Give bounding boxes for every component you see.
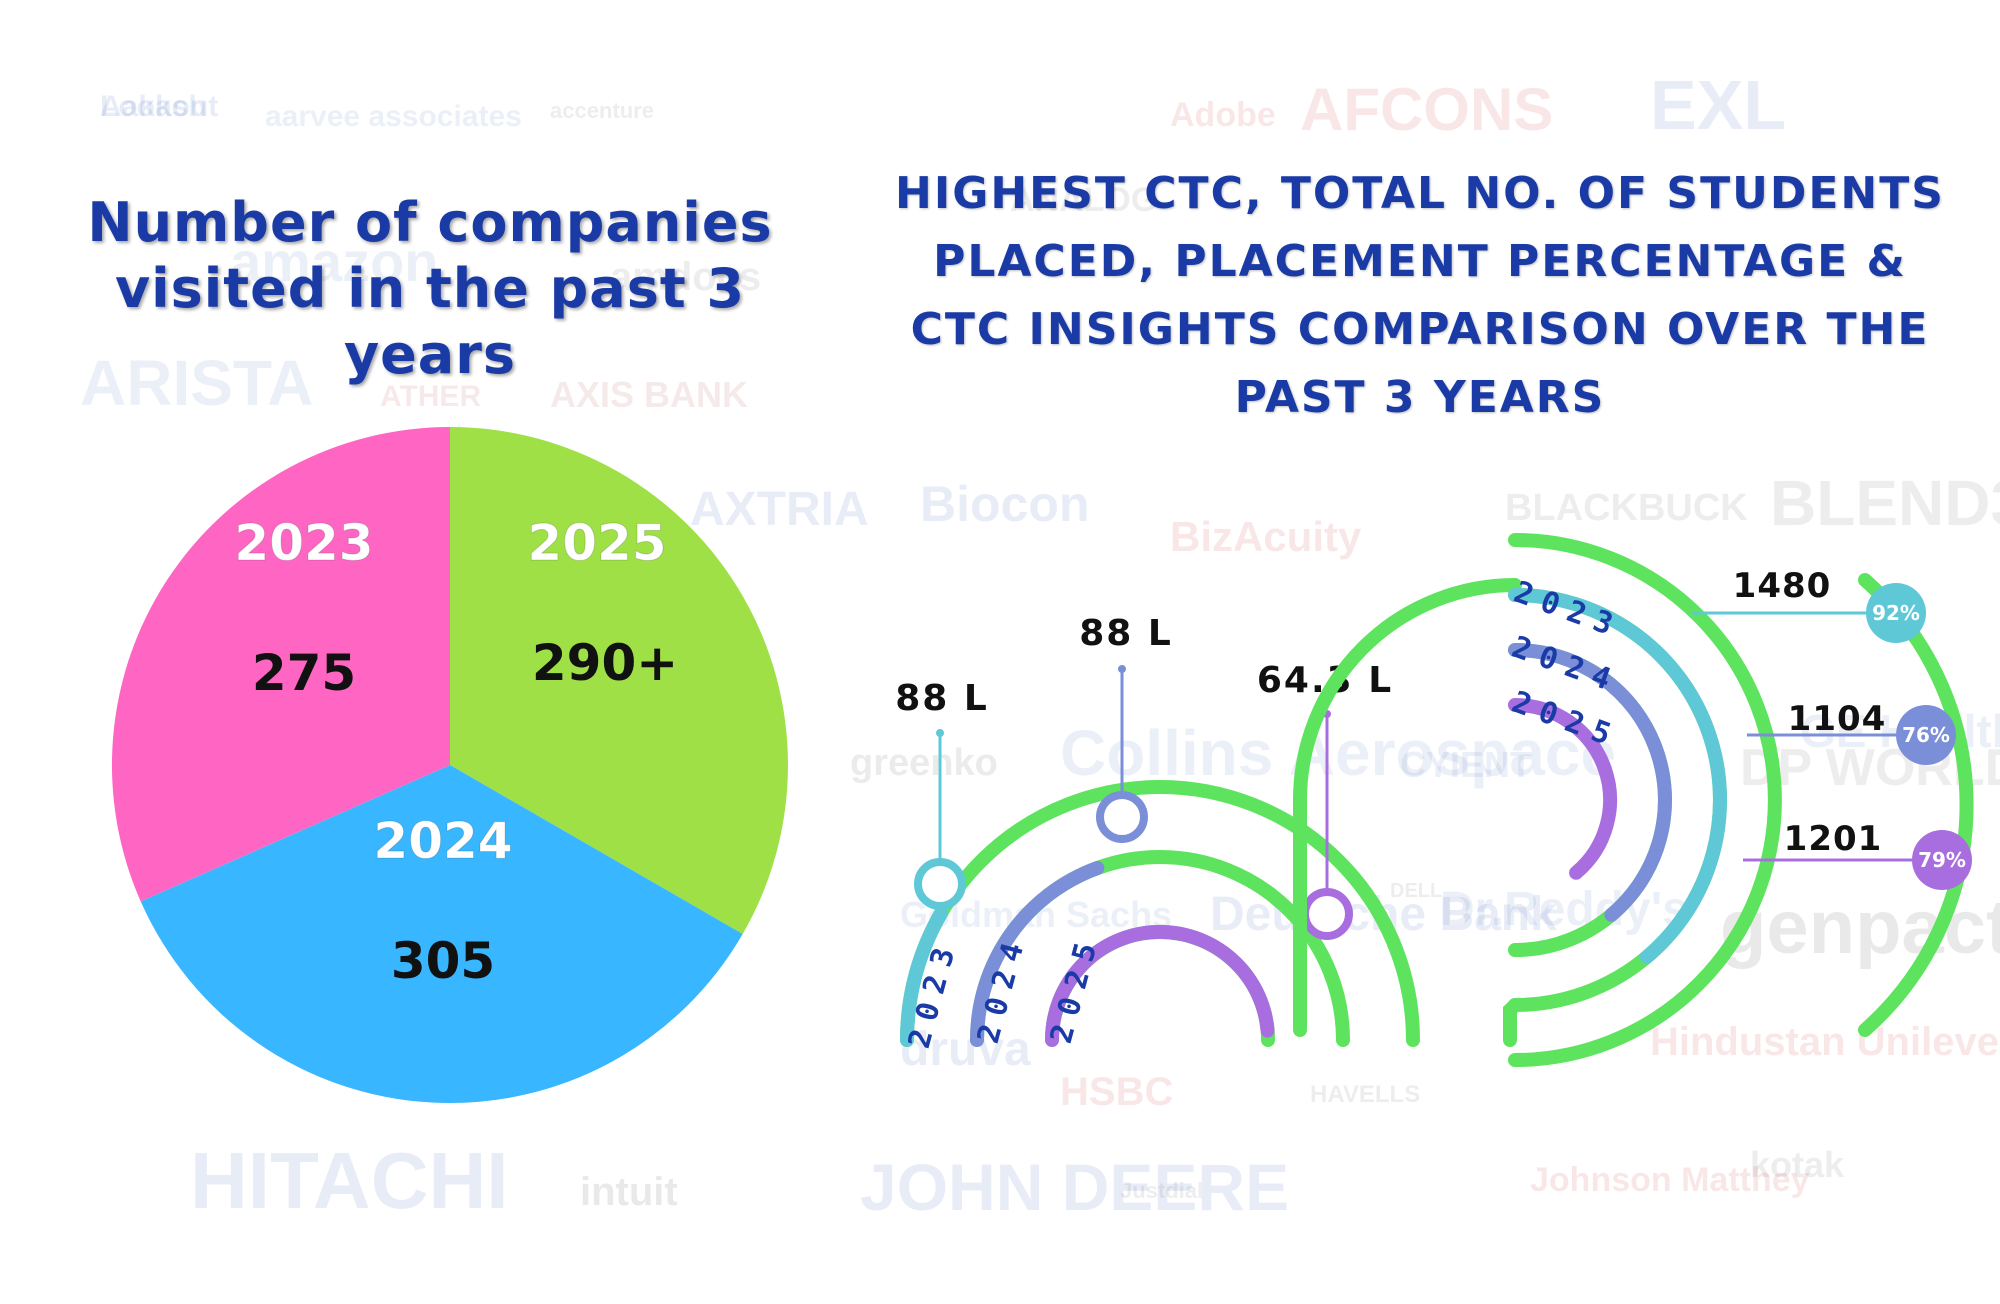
companies-pie-chart: 2023 275 2024 305 2025 290+	[111, 426, 788, 1104]
frame-arc	[1293, 578, 1522, 1037]
background-logo: HITACHI	[190, 1136, 509, 1225]
background-logo: Collins Aerospace	[1060, 717, 1617, 789]
pie-slice-2023	[111, 426, 451, 902]
background-logo: AFCONS	[1300, 76, 1554, 143]
background-logo: Justdial	[1120, 1178, 1204, 1203]
background-logo: BLACKBUCK	[1505, 487, 1748, 529]
pie-chart-title: Number of companies visited in the past …	[87, 191, 773, 386]
placed-arc-2023	[1508, 588, 1727, 964]
arc-chart-title: HIGHEST CTC, TOTAL NO. OF STUDENTS PLACE…	[895, 168, 1945, 423]
background-logo: BizAcuity	[1170, 513, 1362, 560]
ctc-marker-dot	[936, 729, 944, 737]
background-logo: greenko	[850, 742, 998, 784]
students-placed-label: 1480	[1733, 566, 1832, 606]
pie-value-label: 290+	[532, 634, 678, 692]
pie-year-label: 2024	[373, 812, 512, 870]
ctc-arc-2023	[900, 906, 948, 1047]
highest-ctc-label: 88 L	[1079, 613, 1173, 654]
background-logo: EXL	[1650, 66, 1787, 144]
ctc-year-label: 2025	[1044, 930, 1107, 1047]
percentage-label: 76%	[1902, 723, 1950, 747]
placed-arc-2024	[1508, 643, 1672, 922]
frame-arc	[970, 850, 1350, 1047]
background-logo: Biocon	[920, 476, 1090, 532]
percentage-label: 79%	[1918, 848, 1966, 872]
ctc-arc-2025	[1045, 924, 1275, 1047]
background-logo: intuit	[580, 1170, 678, 1214]
pie-value-label: 275	[252, 644, 356, 702]
pie-value-label: 305	[391, 932, 495, 990]
background-logo: druva	[900, 1023, 1031, 1076]
pie-year-label: 2023	[234, 514, 373, 572]
pie-slice-2025	[450, 427, 788, 934]
background-logo: AXIS BANK	[550, 374, 749, 415]
placed-arc-2025	[1508, 698, 1618, 880]
background-logo: HSBC	[1060, 1070, 1174, 1114]
background-logo: DELL	[1390, 880, 1443, 902]
students-placed-label: 1201	[1784, 819, 1883, 859]
ctc-marker	[1096, 791, 1148, 843]
background-logo: HAVELLS	[1310, 1081, 1421, 1108]
pie-slice-2024	[140, 765, 743, 1104]
background-logo: AXTRIA	[690, 483, 869, 536]
students-placed-label: 1104	[1788, 699, 1887, 739]
background-logo: ANALOG	[1010, 181, 1158, 219]
background-logo: ATHER	[380, 380, 482, 413]
pie-year-label: 2025	[527, 514, 666, 572]
background-logo: kotak	[1750, 1144, 1845, 1185]
percentage-arc	[1858, 573, 1974, 1037]
ctc-marker	[1301, 888, 1353, 940]
background-logo: ARISTA	[80, 347, 314, 419]
background-logo: Hindustan Unilever Limited	[1650, 1020, 2000, 1064]
percentage-badge	[1896, 705, 1956, 765]
ctc-marker	[914, 858, 966, 910]
ctc-arc-2024	[970, 861, 1105, 1047]
background-logo: CYIENT	[1400, 744, 1533, 785]
background-logo: amdocs	[610, 255, 762, 299]
background-logo: Lookout	[100, 90, 219, 123]
background-logo: Adobe	[1170, 96, 1276, 134]
highest-ctc-label: 88 L	[895, 678, 989, 719]
frame-arc	[1508, 533, 1782, 1067]
percentage-badge	[1912, 830, 1972, 890]
background-logo: amazon	[230, 230, 439, 293]
background-logo: Johnson Matthey	[1530, 1161, 1810, 1199]
ctc-marker-dot	[1118, 665, 1126, 673]
percentage-label: 92%	[1872, 601, 1920, 625]
percentage-badge	[1866, 583, 1926, 643]
background-logo: aarvee associates	[265, 100, 522, 133]
background-logo: Aakash	[100, 90, 207, 123]
background-logo: BLEND360	[1770, 467, 2000, 539]
background-logo: Dr.Reddy's	[1440, 883, 1689, 936]
background-logo: JOHN DEERE	[860, 1150, 1290, 1224]
background-logo: accenture	[550, 98, 654, 123]
